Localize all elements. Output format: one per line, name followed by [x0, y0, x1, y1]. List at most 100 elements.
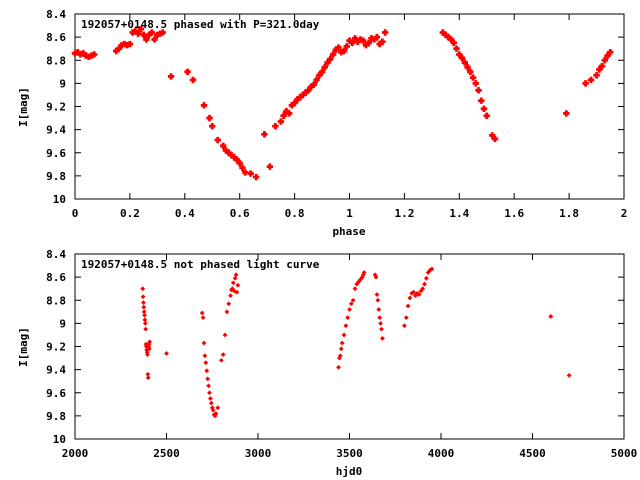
data-point [115, 45, 123, 52]
data-point [142, 320, 148, 326]
data-point [151, 36, 158, 43]
data-point [442, 31, 449, 39]
data-point [144, 347, 150, 353]
data-point [134, 30, 142, 37]
data-point [145, 31, 153, 39]
data-point [296, 94, 304, 101]
x-tick-label: 1.4 [449, 207, 469, 220]
data-point [236, 159, 243, 167]
data-point [425, 270, 431, 275]
data-point [277, 118, 285, 125]
data-point [220, 142, 227, 150]
data-point [380, 336, 385, 341]
data-point [423, 275, 429, 281]
data-point [140, 31, 147, 39]
data-point [447, 36, 455, 43]
x-axis-label: phase [332, 225, 365, 238]
data-point [373, 33, 381, 41]
x-tick-label: 1.8 [559, 207, 579, 220]
y-tick-label: 9.6 [46, 147, 66, 160]
data-point [407, 295, 413, 301]
data-point [222, 332, 228, 338]
x-tick-label: 2000 [62, 447, 89, 460]
data-point [548, 314, 554, 319]
y-tick-label: 9.6 [46, 387, 66, 400]
data-point [252, 173, 260, 181]
data-point [336, 364, 341, 370]
data-point [345, 315, 351, 320]
data-point [288, 102, 296, 109]
y-tick-label: 8.8 [46, 54, 66, 67]
data-point [283, 107, 290, 115]
data-point [354, 38, 361, 45]
data-point [377, 315, 383, 320]
data-point [143, 341, 149, 347]
data-point [371, 36, 378, 43]
data-point [213, 411, 219, 416]
y-tick-label: 9.2 [46, 341, 66, 354]
data-point [184, 68, 191, 76]
data-point [351, 35, 359, 42]
data-point [596, 66, 603, 73]
data-point [142, 317, 148, 323]
data-point [453, 45, 460, 52]
x-tick-label: 4500 [519, 447, 546, 460]
data-point [402, 323, 407, 329]
x-axis-label: hjd0 [336, 465, 363, 478]
data-point [348, 301, 354, 307]
data-point [159, 29, 167, 36]
data-point [203, 360, 209, 366]
data-point [347, 307, 352, 312]
data-point [241, 169, 249, 176]
y-tick-label: 8.4 [46, 8, 66, 21]
data-points [71, 25, 614, 181]
data-point [349, 39, 356, 47]
data-point [343, 323, 349, 329]
y-axis-label: I[mag] [17, 327, 30, 367]
data-point [601, 57, 608, 64]
data-point [210, 407, 216, 413]
x-tick-label: 2500 [153, 447, 180, 460]
data-point [472, 80, 479, 87]
data-point [208, 400, 214, 406]
data-point [354, 281, 360, 287]
data-point [228, 151, 235, 159]
data-point [233, 156, 241, 163]
data-point [316, 72, 323, 79]
data-point [418, 288, 424, 294]
data-point [491, 135, 499, 143]
data-point [475, 87, 482, 94]
data-point [563, 110, 570, 117]
data-point [145, 371, 151, 377]
data-point [140, 294, 146, 300]
data-point [445, 33, 452, 41]
y-tick-label: 9 [59, 77, 66, 90]
data-point [226, 301, 232, 307]
data-point [143, 326, 149, 332]
data-point [126, 40, 134, 48]
y-tick-label: 8.6 [46, 31, 66, 44]
chart-title: 192057+0148.5 not phased light curve [81, 258, 320, 271]
data-point [480, 105, 488, 113]
data-point [146, 346, 152, 352]
data-point [450, 39, 458, 47]
data-point [141, 309, 147, 315]
data-point [205, 376, 211, 382]
data-point [340, 47, 348, 55]
data-point [132, 28, 139, 35]
data-point [338, 346, 344, 352]
x-tick-label: 1 [346, 207, 353, 220]
x-axis-ticks: 0 0.2 0.4 0.6 0.8 1 1.2 1.4 1.6 1.8 2 [72, 14, 627, 220]
data-point [337, 355, 342, 361]
data-point [318, 68, 326, 76]
data-point [208, 396, 213, 401]
data-point [582, 80, 589, 87]
x-tick-label: 4000 [428, 447, 455, 460]
data-point [324, 59, 331, 66]
y-tick-label: 9.8 [46, 410, 66, 423]
data-point [378, 320, 384, 326]
data-point [405, 303, 411, 309]
y-tick-label: 9.8 [46, 170, 66, 183]
data-point [467, 68, 474, 76]
data-point [222, 147, 230, 154]
